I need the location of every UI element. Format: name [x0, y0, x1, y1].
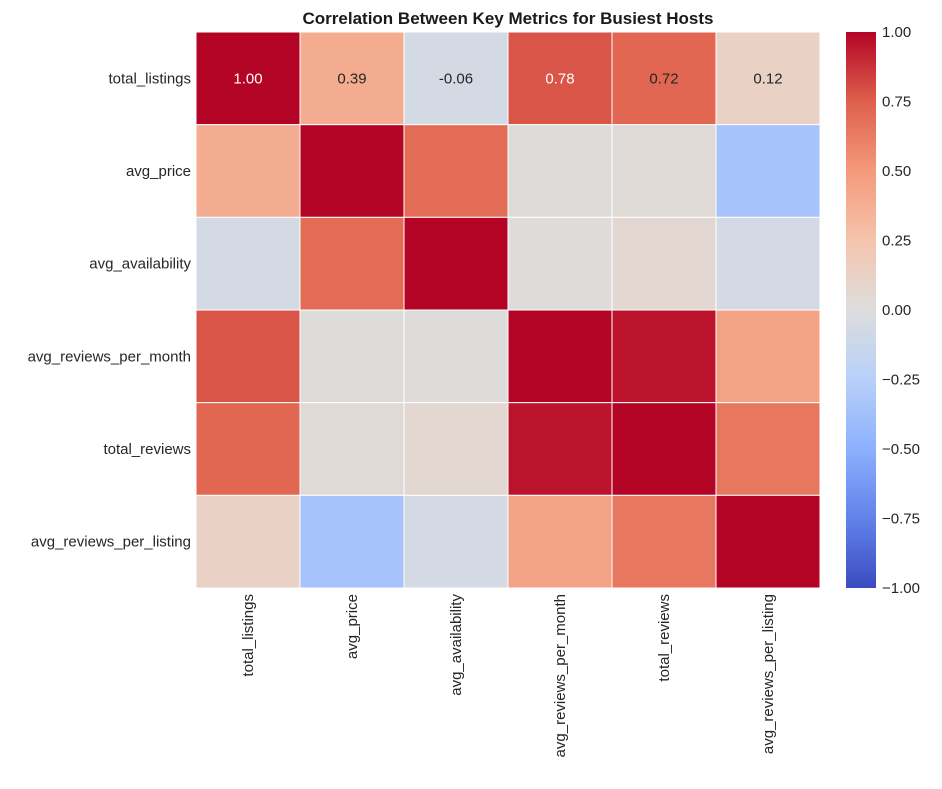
colorbar-gradient: [846, 32, 876, 588]
heatmap-cell-r1-c5: [715, 124, 821, 218]
colorbar-tick-5: −0.25: [882, 372, 920, 389]
row-label-4: total_reviews: [103, 441, 191, 458]
colorbar-tick-4: 0.00: [882, 302, 911, 319]
colorbar-tick-3: 0.25: [882, 233, 911, 250]
colorbar-tick-8: −1.00: [882, 580, 920, 597]
heatmap-cell-r3-c4: [611, 309, 717, 404]
row-label-1: avg_price: [126, 163, 191, 180]
cell-annotation-c2: -0.06: [439, 70, 473, 87]
colorbar-tick-1: 0.75: [882, 94, 911, 111]
heatmap-cell-r5-c5: [715, 494, 821, 589]
colorbar-tick-6: −0.50: [882, 441, 920, 458]
heatmap-cell-r3-c2: [403, 309, 509, 404]
column-label-3: avg_reviews_per_month: [552, 594, 569, 757]
heatmap-cell-r2-c3: [507, 216, 613, 311]
column-label-1: avg_price: [344, 594, 361, 659]
heatmap-cell-r4-c3: [507, 402, 613, 496]
column-label-5: avg_reviews_per_listing: [760, 594, 777, 754]
row-label-3: avg_reviews_per_month: [28, 348, 191, 365]
colorbar: 1.00 0.75 0.50 0.25 0.00 −0.25 −0.50 −0.75 −1.00: [846, 24, 920, 597]
heatmap-cell-r1-c1: [299, 124, 405, 218]
heatmap-cell-r2-c2: [403, 216, 509, 311]
column-tick-labels: total_listings avg_price avg_availability a…: [240, 594, 777, 758]
heatmap-cell-r4-c2: [403, 402, 509, 496]
heatmap-cell-r2-c1: [299, 216, 405, 311]
heatmap-cell-r5-c3: [507, 494, 613, 589]
heatmap-cell-r0-c1: [299, 31, 405, 126]
heatmap-cell-r0-c4: [611, 31, 717, 126]
heatmap-cell-r0-c2: [403, 31, 509, 126]
heatmap-cell-r1-c2: [403, 124, 509, 218]
heatmap-cell-r4-c5: [715, 402, 821, 496]
row-tick-labels: total_listings avg_price avg_availabilitya…: [28, 70, 192, 550]
heatmap-cell-r1-c0: [195, 124, 301, 218]
heatmap-cells: 1.00 0.39 -0.06 0.78 0.72 0.12: [195, 31, 821, 589]
heatmap-cell-r1-c4: [611, 124, 717, 218]
heatmap-cell-r5-c4: [611, 494, 717, 589]
heatmap-cell-r0-c5: [715, 31, 821, 126]
cell-annotation-c3: 0.78: [545, 70, 574, 87]
heatmap-cell-r4-c4: [611, 402, 717, 496]
heatmap-cell-r5-c2: [403, 494, 509, 589]
cell-annotation-c5: 0.12: [753, 70, 782, 87]
heatmap-cell-r4-c1: [299, 402, 405, 496]
heatmap-cell-r2-c5: [715, 216, 821, 311]
heatmap-cell-r4-c0: [195, 402, 301, 496]
column-label-4: total_reviews: [656, 594, 673, 682]
colorbar-tick-0: 1.00: [882, 24, 911, 41]
heatmap-cell-r1-c3: [507, 124, 613, 218]
heatmap-cell-r3-c1: [299, 309, 405, 404]
heatmap-cell-r3-c5: [715, 309, 821, 404]
row-label-2: avg_availability: [89, 256, 191, 273]
heatmap-cell-r3-c3: [507, 309, 613, 404]
column-label-2: avg_availability: [448, 594, 465, 696]
heatmap-cell-r5-c1: [299, 494, 405, 589]
row-label-0: total_listings: [108, 70, 191, 87]
heatmap-cell-r2-c4: [611, 216, 717, 311]
heatmap-cell-r2-c0: [195, 216, 301, 311]
column-label-0: total_listings: [240, 594, 257, 677]
cell-annotation-c0: 1.00: [233, 70, 262, 87]
heatmap-cell-r3-c0: [195, 309, 301, 404]
chart-title: Correlation Between Key Metrics for Busi…: [303, 9, 714, 28]
heatmap-cell-r0-c0: [195, 31, 301, 126]
heatmap-cell-r0-c3: [507, 31, 613, 126]
row-label-5: avg_reviews_per_listing: [31, 534, 191, 551]
colorbar-tick-2: 0.50: [882, 163, 911, 180]
colorbar-tick-7: −0.75: [882, 511, 920, 528]
cell-annotation-c1: 0.39: [337, 70, 366, 87]
heatmap-cell-r5-c0: [195, 494, 301, 589]
cell-annotation-c4: 0.72: [649, 70, 678, 87]
colorbar-ticks: 1.00 0.75 0.50 0.25 0.00 −0.25 −0.50 −0.75 −1.00: [882, 24, 920, 597]
